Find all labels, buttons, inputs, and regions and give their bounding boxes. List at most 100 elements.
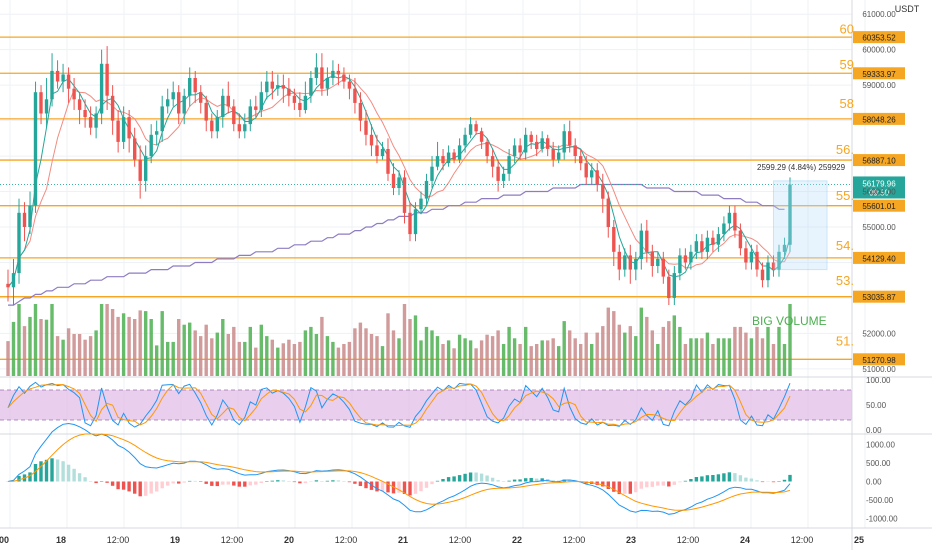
macd-histogram-bar (380, 481, 385, 492)
macd-histogram-bar (193, 480, 197, 482)
volume-bar (237, 341, 241, 376)
volume-bar (138, 310, 142, 376)
candle-body (133, 138, 137, 160)
volume-bar (507, 326, 511, 376)
macd-histogram-bar (700, 476, 704, 482)
macd-histogram-bar (66, 464, 71, 482)
candle-body (568, 131, 572, 146)
macd-histogram-bar (452, 476, 456, 482)
candle-body (419, 198, 423, 210)
time-tick-label: 18 (56, 535, 66, 545)
macd-histogram-bar (171, 481, 175, 484)
measure-tool[interactable] (772, 180, 828, 271)
price-axis: 61000.00 60000.00 59000.00 56000.00 55000.00… (836, 10, 896, 374)
candle-body (298, 102, 302, 110)
candle-body (391, 173, 396, 188)
candle-body (524, 134, 528, 153)
macd-histogram-bar (623, 481, 627, 494)
volume-bar (617, 324, 621, 376)
price-tick-label: 55000.00 (862, 223, 896, 232)
macd-histogram-bar (325, 480, 330, 482)
time-tick-label: 19 (170, 535, 180, 545)
candle-body (11, 273, 16, 288)
candle-body (452, 152, 456, 160)
horizontal-levels[interactable]: 60353.52 59333.97 58048.26 56887.10 55601.01… (0, 31, 905, 366)
volume-bar (83, 339, 87, 376)
volume-bar (336, 347, 341, 376)
price-tick-label: 61000.00 (862, 10, 896, 19)
macd-histogram-bar (88, 481, 93, 482)
big-price-label: 56. (836, 142, 854, 157)
volume-bar (496, 330, 500, 376)
volume-bar (738, 326, 743, 376)
macd-histogram-bar (645, 481, 649, 488)
macd-histogram-bar (204, 481, 208, 484)
volume-bar (413, 315, 418, 376)
volume-bar (66, 328, 71, 376)
volume-bar (287, 339, 291, 376)
macd-histogram-bar (771, 481, 776, 483)
volume-bar (61, 339, 65, 376)
volume-bar (535, 344, 539, 376)
macd-histogram-bar (535, 478, 539, 482)
macd-histogram-bar (441, 479, 445, 482)
macd-histogram-bar (188, 480, 192, 482)
volume-bar (683, 344, 688, 376)
volume-bar (11, 321, 16, 376)
short-ma-line (7, 77, 791, 288)
candle-body (656, 258, 660, 266)
volume-bar (441, 344, 445, 376)
macd-histogram-bar (116, 481, 120, 490)
candle-body (584, 163, 588, 178)
volume-bar (711, 344, 715, 376)
time-tick-label: 25 (854, 535, 864, 545)
big-price-label: 59 (840, 57, 854, 72)
macd-histogram-bar (83, 477, 87, 482)
volume-bar (364, 328, 368, 376)
price-tick-label: 56000.00 (862, 188, 896, 197)
candle-body (777, 251, 781, 270)
macd-histogram-bar (166, 481, 170, 486)
volume-bar (634, 336, 638, 376)
macd-histogram-bar (617, 481, 621, 495)
candle-body (276, 85, 280, 89)
macd-histogram-bar (94, 481, 98, 484)
candle-body (325, 78, 330, 89)
candle-body (94, 113, 98, 128)
volume-bar (397, 338, 401, 376)
macd-histogram-bar (386, 481, 390, 493)
volume-bar (402, 304, 407, 376)
volume-bar (424, 326, 429, 376)
stoch-line (7, 383, 791, 427)
volume-bar (546, 340, 550, 376)
volume-bar (639, 307, 643, 376)
volume-bar (512, 338, 517, 376)
stoch-tick-label: 50.00 (866, 401, 887, 410)
volume-bar (661, 326, 665, 376)
macd-line (7, 433, 791, 511)
stoch-tick-label: 100.00 (866, 376, 891, 385)
volume-bar (755, 326, 759, 376)
macd-tick-label: -1000.00 (866, 515, 898, 524)
big-price-label: 53. (836, 273, 854, 288)
macd-histogram-bar (215, 481, 219, 487)
volume-bar (292, 344, 297, 376)
candle-body (204, 102, 208, 121)
candle-body (535, 141, 539, 149)
macd-histogram-bar (160, 481, 164, 489)
volume-bar (72, 334, 76, 376)
macd-histogram-bar (314, 480, 319, 482)
volume-bar (193, 330, 197, 376)
volume-bar (705, 332, 710, 376)
candle-body (457, 145, 462, 160)
volume-bar (149, 319, 153, 376)
volume-bar (105, 304, 109, 376)
level-tag-label: 53035.87 (862, 293, 896, 302)
macd-histogram-bar (628, 481, 632, 494)
candle-body (386, 149, 390, 174)
candle-body (446, 152, 451, 164)
volume-bar (501, 344, 506, 376)
macd-pane: 1000.00 500.00 0.00 -500.00 -1000.00 (6, 422, 898, 524)
